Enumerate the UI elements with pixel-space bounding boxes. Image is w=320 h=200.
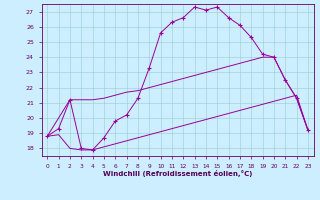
X-axis label: Windchill (Refroidissement éolien,°C): Windchill (Refroidissement éolien,°C) (103, 170, 252, 177)
